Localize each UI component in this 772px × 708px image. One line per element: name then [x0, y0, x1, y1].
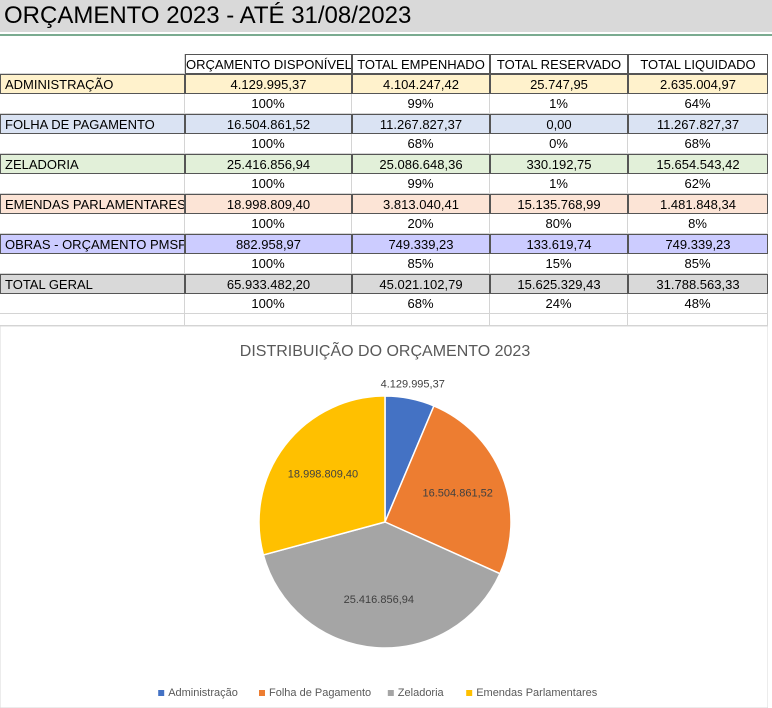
percent-cell: 68%	[628, 134, 768, 154]
empty-cell	[0, 314, 185, 326]
percent-cell: 1%	[490, 94, 628, 114]
empty-cell	[352, 314, 490, 326]
column-header: TOTAL EMPENHADO	[352, 54, 490, 74]
amount-cell: 2.635.004,97	[628, 74, 768, 94]
percent-cell: 100%	[185, 174, 352, 194]
pie-slice	[258, 395, 386, 556]
data-label: 16.504.861,52	[423, 487, 493, 499]
row-label: ZELADORIA	[0, 154, 185, 174]
row-label: OBRAS - ORÇAMENTO PMSP	[0, 234, 185, 254]
percent-cell: 1%	[490, 174, 628, 194]
row-label: ADMINISTRAÇÃO	[0, 74, 185, 94]
legend-label: Emendas Parlamentares	[476, 687, 598, 699]
amount-cell: 15.625.329,43	[490, 274, 628, 294]
empty-cell	[0, 134, 185, 154]
amount-cell: 31.788.563,33	[628, 274, 768, 294]
percent-cell: 85%	[628, 254, 768, 274]
percent-cell: 68%	[352, 294, 490, 314]
amount-cell: 749.339,23	[628, 234, 768, 254]
amount-cell: 4.104.247,42	[352, 74, 490, 94]
pie-slice	[384, 404, 512, 575]
title-bar: ORÇAMENTO 2023 - ATÉ 31/08/2023	[0, 0, 772, 32]
empty-cell	[490, 314, 628, 326]
amount-cell: 18.998.809,40	[185, 194, 352, 214]
percent-cell: 62%	[628, 174, 768, 194]
legend-label: Administração	[168, 687, 238, 699]
amount-cell: 45.021.102,79	[352, 274, 490, 294]
amount-cell: 749.339,23	[352, 234, 490, 254]
amount-cell: 25.747,95	[490, 74, 628, 94]
empty-cell	[0, 174, 185, 194]
amount-cell: 25.086.648,36	[352, 154, 490, 174]
column-header: TOTAL LIQUIDADO	[628, 54, 768, 74]
amount-cell: 16.504.861,52	[185, 114, 352, 134]
legend-swatch	[466, 690, 473, 696]
empty-cell	[0, 94, 185, 114]
amount-cell: 1.481.848,34	[628, 194, 768, 214]
data-label: 25.416.856,94	[344, 594, 414, 606]
empty-cell	[0, 214, 185, 234]
amount-cell: 11.267.827,37	[628, 114, 768, 134]
percent-cell: 99%	[352, 174, 490, 194]
percent-cell: 100%	[185, 294, 352, 314]
row-label: EMENDAS PARLAMENTARES	[0, 194, 185, 214]
data-label: 18.998.809,40	[288, 468, 358, 480]
legend-label: Folha de Pagamento	[269, 687, 371, 699]
percent-cell: 48%	[628, 294, 768, 314]
percent-cell: 85%	[352, 254, 490, 274]
percent-cell: 100%	[185, 134, 352, 154]
percent-cell: 64%	[628, 94, 768, 114]
data-label: 4.129.995,37	[381, 379, 445, 391]
row-label: TOTAL GERAL	[0, 274, 185, 294]
column-header: TOTAL RESERVADO	[490, 54, 628, 74]
percent-cell: 100%	[185, 94, 352, 114]
legend-label: Zeladoria	[398, 687, 445, 699]
amount-cell: 3.813.040,41	[352, 194, 490, 214]
column-header: ORÇAMENTO DISPONÍVEL	[185, 54, 352, 74]
amount-cell: 25.416.856,94	[185, 154, 352, 174]
amount-cell: 65.933.482,20	[185, 274, 352, 294]
percent-cell: 15%	[490, 254, 628, 274]
percent-cell: 100%	[185, 254, 352, 274]
legend-swatch	[259, 690, 265, 696]
percent-cell: 99%	[352, 94, 490, 114]
sheet-title: ORÇAMENTO 2023 - ATÉ 31/08/2023	[4, 2, 412, 29]
legend-swatch	[387, 690, 394, 696]
amount-cell: 882.958,97	[185, 234, 352, 254]
percent-cell: 20%	[352, 214, 490, 234]
empty-cell	[0, 294, 185, 314]
legend-swatch	[158, 690, 165, 696]
percent-cell: 68%	[352, 134, 490, 154]
percent-cell: 0%	[490, 134, 628, 154]
amount-cell: 11.267.827,37	[352, 114, 490, 134]
amount-cell: 0,00	[490, 114, 628, 134]
amount-cell: 15.654.543,42	[628, 154, 768, 174]
amount-cell: 4.129.995,37	[185, 74, 352, 94]
empty-cell	[628, 314, 768, 326]
pie-slice	[262, 521, 501, 649]
amount-cell: 133.619,74	[490, 234, 628, 254]
percent-cell: 100%	[185, 214, 352, 234]
amount-cell: 15.135.768,99	[490, 194, 628, 214]
percent-cell: 80%	[490, 214, 628, 234]
empty-cell	[0, 254, 185, 274]
row-label: FOLHA DE PAGAMENTO	[0, 114, 185, 134]
empty-cell	[185, 314, 352, 326]
percent-cell: 24%	[490, 294, 628, 314]
divider	[0, 34, 772, 36]
chart-title: DISTRIBUIÇÃO DO ORÇAMENTO 2023	[240, 340, 531, 360]
chart: DISTRIBUIÇÃO DO ORÇAMENTO 2023 4.129.995…	[0, 326, 768, 708]
amount-cell: 330.192,75	[490, 154, 628, 174]
percent-cell: 8%	[628, 214, 768, 234]
empty-cell	[0, 54, 185, 74]
